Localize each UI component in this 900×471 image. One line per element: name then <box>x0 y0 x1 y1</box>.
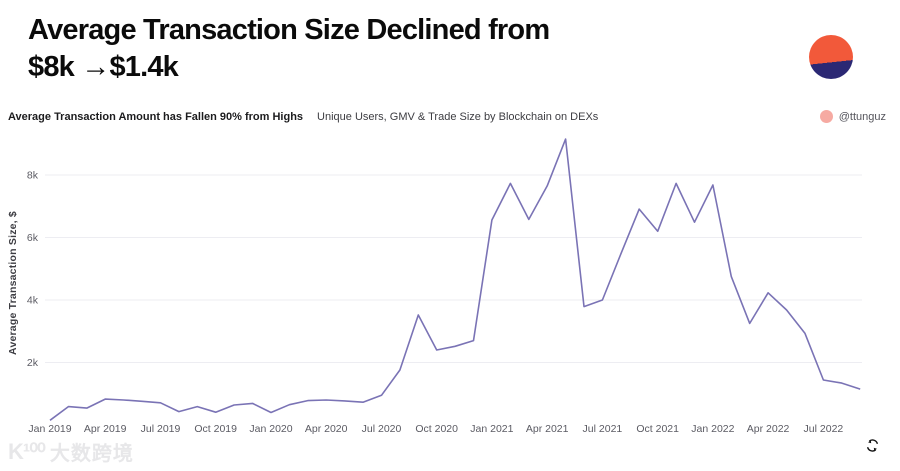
y-axis-title: Average Transaction Size, $ <box>7 211 19 355</box>
x-tick-label: Oct 2019 <box>194 423 237 435</box>
x-tick-label: Oct 2021 <box>636 423 679 435</box>
subtitle-row: Average Transaction Amount has Fallen 90… <box>8 110 886 123</box>
y-tick-label: 2k <box>27 357 39 369</box>
brand-logo-icon <box>809 35 853 79</box>
x-tick-label: Apr 2019 <box>84 423 127 435</box>
refresh-button[interactable] <box>863 435 883 455</box>
x-tick-label: Jan 2020 <box>249 423 292 435</box>
page-title: Average Transaction Size Declined from $… <box>28 12 748 86</box>
title-line-1: Average Transaction Size Declined from <box>28 14 550 46</box>
y-tick-label: 4k <box>27 295 39 307</box>
chart-subtitle-bold: Average Transaction Amount has Fallen 90… <box>8 110 304 123</box>
x-tick-label: Apr 2020 <box>305 423 348 435</box>
x-tick-label: Jul 2022 <box>804 423 844 435</box>
x-tick-label: Jul 2021 <box>583 423 623 435</box>
y-tick-label: 6k <box>27 232 39 244</box>
x-tick-label: Jul 2020 <box>362 423 402 435</box>
transaction-size-line <box>49 138 861 421</box>
attribution-dot-icon <box>819 110 833 123</box>
x-tick-label: Jan 2021 <box>470 423 513 435</box>
x-tick-label: Apr 2021 <box>526 423 569 435</box>
title-line-2: $8k →$1.4k <box>28 51 179 84</box>
x-tick-label: Jul 2019 <box>141 423 181 435</box>
y-tick-label: 8k <box>27 170 39 182</box>
x-tick-label: Jan 2022 <box>691 423 734 435</box>
chart-subtitle: Unique Users, GMV & Trade Size by Blockc… <box>317 110 599 123</box>
attribution: @ttunguz <box>819 110 886 123</box>
x-tick-label: Jan 2019 <box>28 423 71 435</box>
refresh-icon <box>866 438 879 452</box>
x-tick-label: Oct 2020 <box>415 423 458 435</box>
chart-svg: 2k 4k 6k 8k Jan 2019 Apr 2019 Jul 2019 Oct 2019… <box>7 138 862 435</box>
x-tick-label: Apr 2022 <box>747 423 790 435</box>
line-chart: 2k 4k 6k 8k Jan 2019 Apr 2019 Jul 2019 Oct 2019… <box>0 133 900 445</box>
attribution-handle: @ttunguz <box>838 110 886 123</box>
